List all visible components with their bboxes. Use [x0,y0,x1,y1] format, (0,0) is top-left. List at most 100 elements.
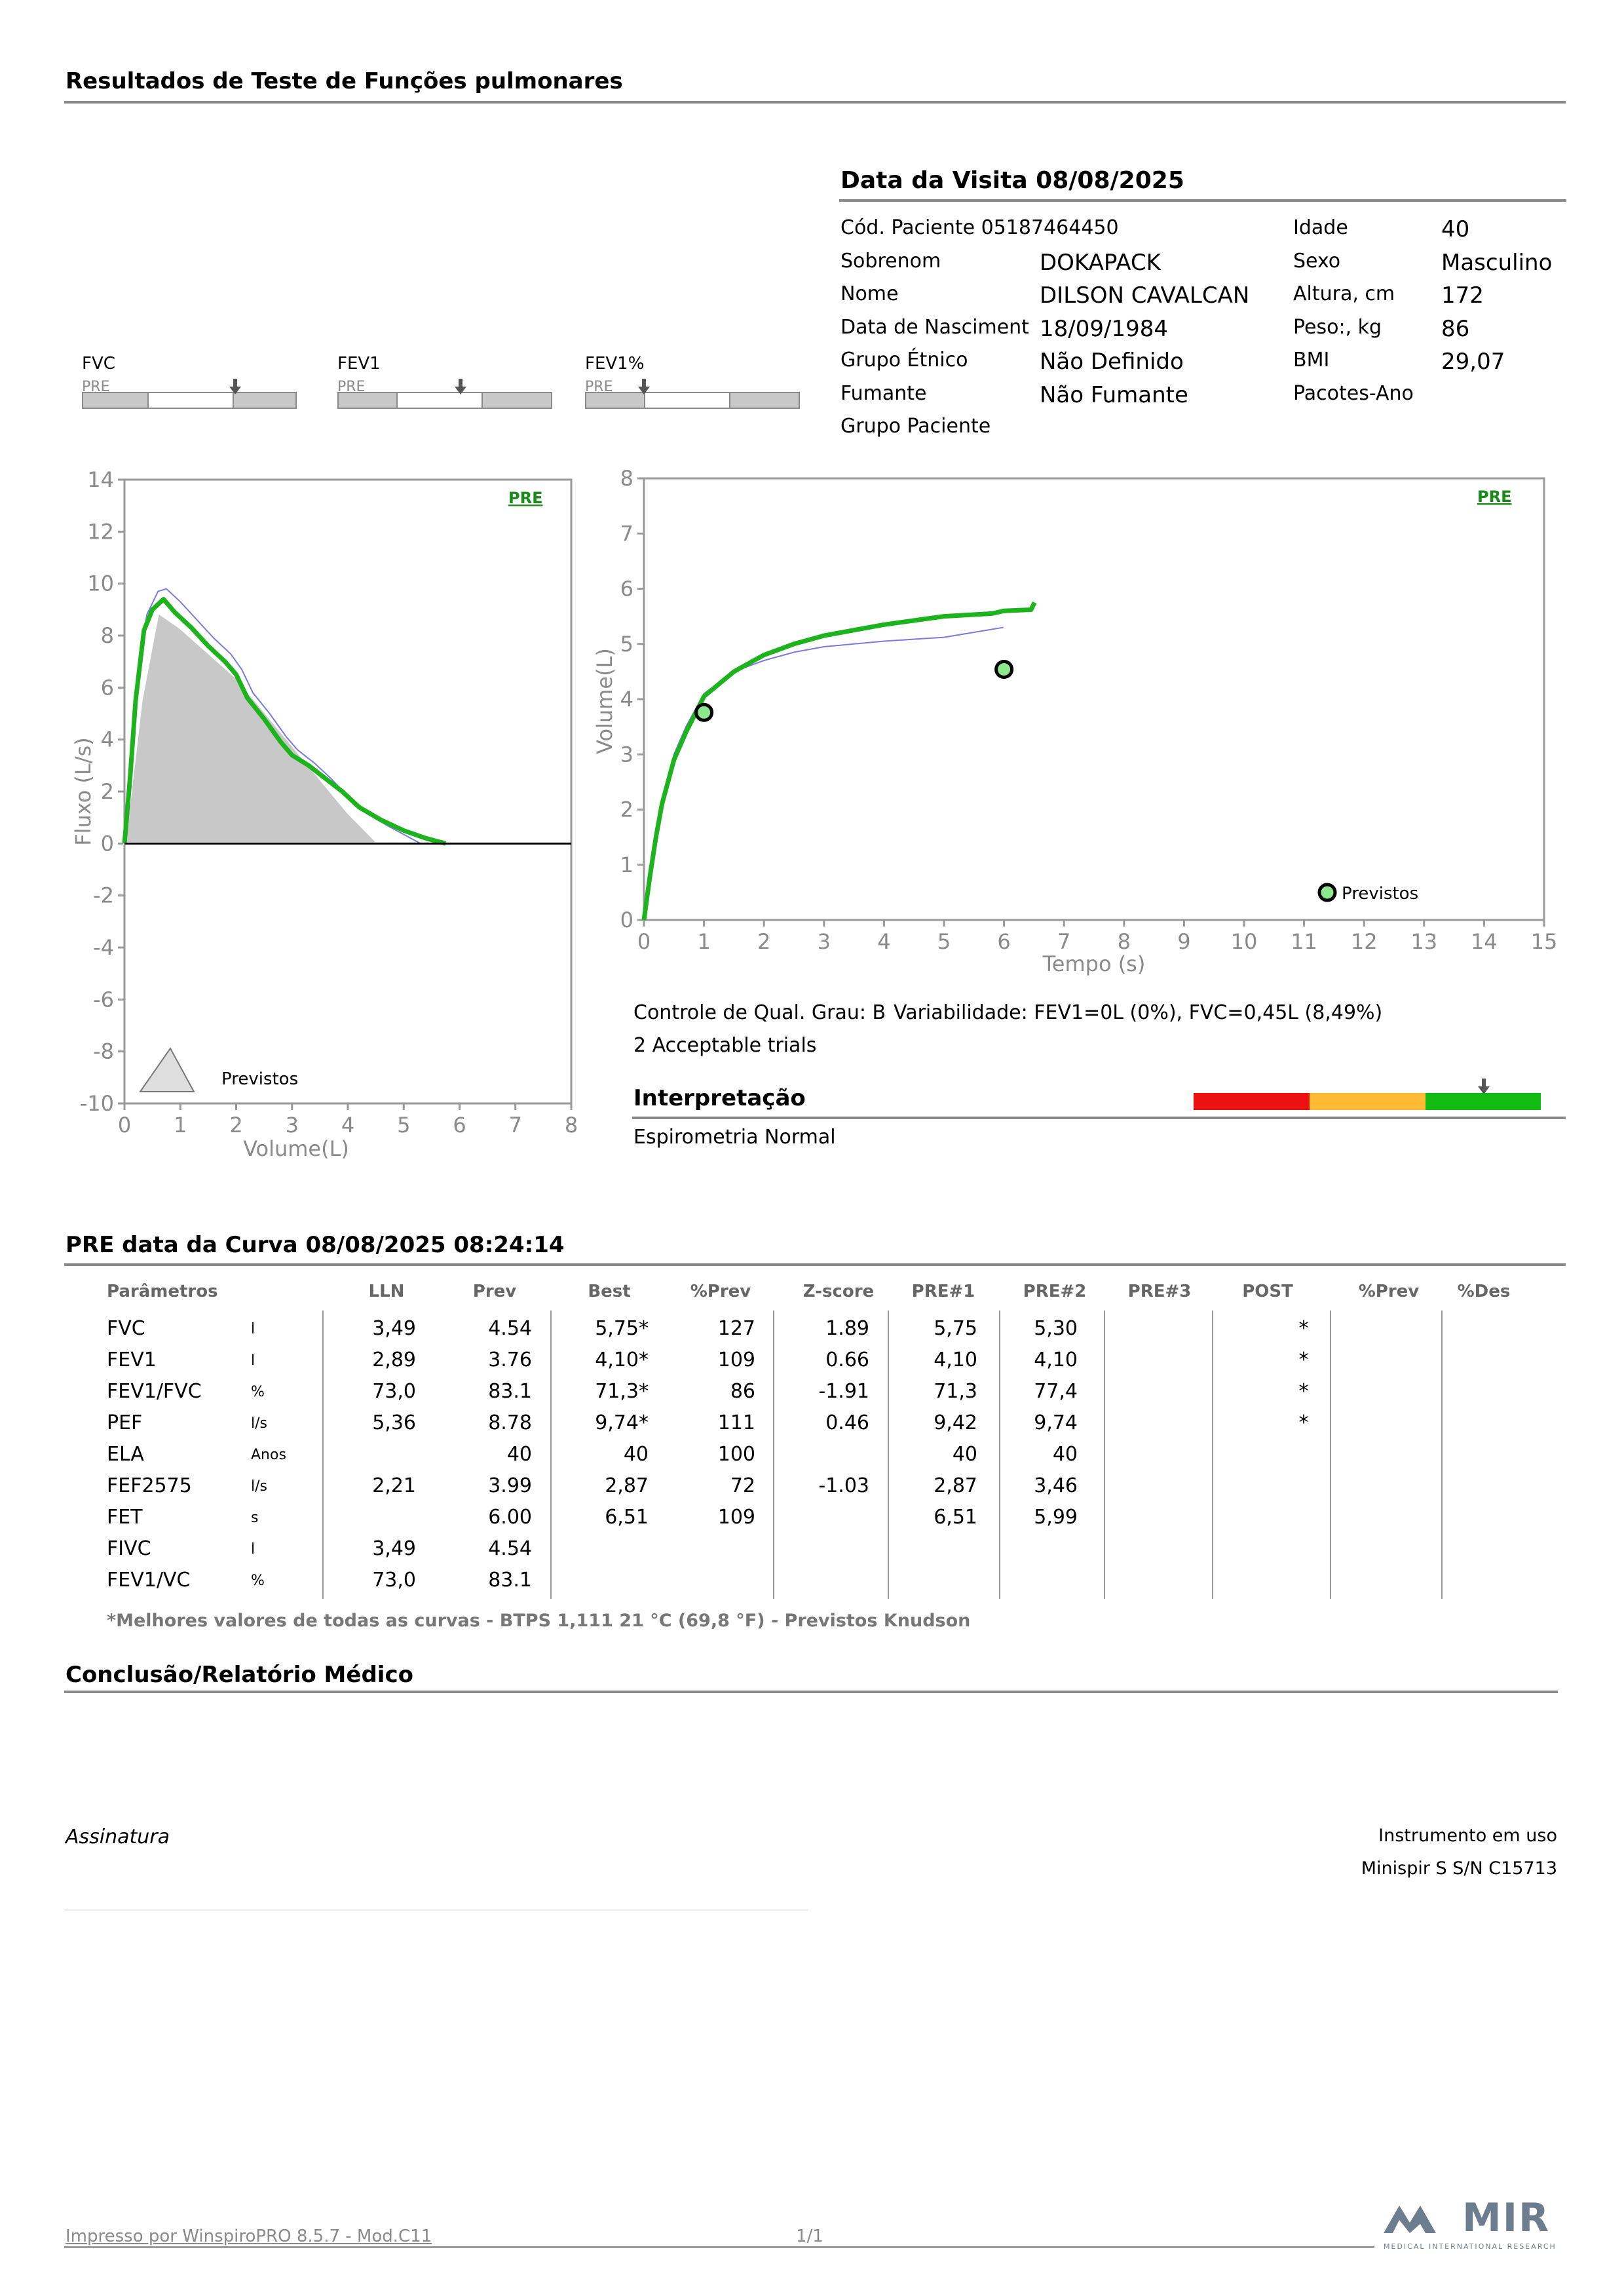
table-cell: 0.66 [825,1349,869,1371]
table-cell: -1.91 [818,1380,869,1403]
table-cell: 3,49 [372,1317,416,1340]
flow-y-tick-label: 8 [101,623,114,648]
flow-y-tick-label: -2 [93,883,114,908]
param-unit: Anos [251,1447,286,1463]
instrument-label: Instrumento em uso [1378,1826,1557,1846]
mini-bar-fev1-arrow-icon [455,379,466,394]
acceptable-trials: 2 Acceptable trials [633,1034,817,1057]
flow-y-tick-label: 12 [87,519,114,544]
table-cell: 3,49 [372,1537,416,1560]
table-cell: 3.76 [488,1349,532,1371]
flow-y-axis-label: Fluxo (L/s) [71,737,96,846]
results-divider [64,1263,1566,1266]
flow-x-tick-label: 8 [565,1113,578,1138]
ethnic-group-label: Grupo Étnico [840,349,968,372]
ethnic-group-value: Não Definido [1040,349,1184,375]
interpretation-text: Espirometria Normal [633,1126,836,1149]
vt-y-tick-label: 2 [620,797,633,822]
flow-y-tick-label: 2 [101,779,114,804]
table-cell: 2,89 [372,1349,416,1371]
conclusion-divider [64,1691,1558,1693]
param-name: FEF2575 [107,1474,192,1497]
interpretation-divider [632,1117,1566,1119]
results-header-cell: Prev [472,1282,517,1301]
results-header-cell: LLN [368,1282,405,1301]
bmi-value: 29,07 [1441,349,1505,375]
table-cell: 1.89 [825,1317,869,1340]
vt-y-tick-label: 4 [620,687,633,712]
param-unit: l [251,1321,255,1337]
vt-y-tick-label: 7 [620,521,633,546]
mini-bar-fvc-arrow-icon [229,379,241,394]
results-header-cell: PRE#1 [911,1282,975,1301]
table-cell: 9,42 [934,1411,977,1434]
vt-x-tick-label: 10 [1231,929,1258,954]
vt-x-tick-label: 13 [1410,929,1437,954]
vt-plot-frame [643,477,1545,921]
param-unit: % [251,1573,265,1589]
surname-label: Sobrenom [840,250,941,273]
birthdate-label: Data de Nasciment [840,316,1029,339]
weight-value: 86 [1441,316,1470,342]
param-name: FET [107,1506,143,1529]
param-unit: l/s [251,1478,267,1495]
vt-x-tick-label: 9 [1177,929,1190,954]
flow-y-tick-label: 6 [101,675,114,700]
table-cell: 127 [717,1317,755,1340]
param-unit: l [251,1352,255,1369]
table-cell: * [1298,1380,1309,1403]
vt-legend-point-icon [1317,883,1337,902]
results-header-cell: Parâmetros [107,1282,218,1301]
table-cell: 9,74 [1034,1411,1078,1434]
table-cell: 3.99 [488,1474,532,1497]
param-name: FEV1/FVC [107,1380,202,1403]
flow-y-tick-label: -10 [80,1091,114,1116]
vt-x-tick-label: 3 [818,929,831,954]
smoker-label: Fumante [840,382,927,405]
name-value: DILSON CAVALCAN [1040,282,1250,309]
table-cell: 0.46 [825,1411,869,1434]
flow-x-tick-label: 0 [118,1113,131,1138]
mir-logo-subtitle: MEDICAL INTERNATIONAL RESEARCH [1384,2242,1557,2251]
table-cell: 6,51 [605,1506,649,1529]
height-label: Altura, cm [1293,282,1395,305]
surname-value: DOKAPACK [1040,250,1161,276]
param-unit: % [251,1384,265,1400]
page-number: 1/1 [796,2227,823,2246]
vt-x-tick-label: 2 [757,929,770,954]
table-column-divider [773,1311,774,1599]
table-column-divider [550,1311,552,1599]
signature-label: Assinatura [66,1826,170,1848]
vt-y-axis-label: Volume(L) [592,648,617,754]
param-unit: l/s [251,1415,267,1432]
flow-y-tick-label: -4 [93,935,114,960]
vt-x-tick-label: 5 [937,929,951,954]
param-unit: s [251,1510,259,1526]
table-column-divider [322,1311,324,1599]
flow-chart-tag: PRE [508,489,542,507]
results-footnote: *Melhores valores de todas as curvas - B… [107,1611,971,1631]
mir-logo-icon [1384,2206,1436,2233]
vt-y-tick-label: 0 [620,908,633,932]
table-cell: * [1298,1411,1309,1434]
flow-x-tick-label: 3 [286,1113,299,1138]
patient-group-label: Grupo Paciente [840,415,991,438]
table-cell: 4.54 [488,1317,532,1340]
weight-label: Peso:, kg [1293,316,1382,339]
param-name: PEF [107,1411,143,1434]
interpretation-bar-red [1194,1093,1310,1110]
table-column-divider [1104,1311,1105,1599]
mir-logo-text: MIR [1462,2195,1551,2241]
mini-bar-fev1pct-label: FEV1% [585,354,645,373]
smoker-value: Não Fumante [1040,382,1188,408]
table-cell: -1.03 [818,1474,869,1497]
flow-y-tick-label: 4 [101,727,114,752]
table-cell: 9,74* [595,1411,649,1434]
vt-y-tick-label: 8 [620,466,633,491]
mini-bar-fev1-label: FEV1 [337,354,381,373]
param-name: FIVC [107,1537,151,1560]
param-name: ELA [107,1443,144,1466]
signature-line [64,1909,808,1911]
table-cell: 109 [717,1349,755,1371]
